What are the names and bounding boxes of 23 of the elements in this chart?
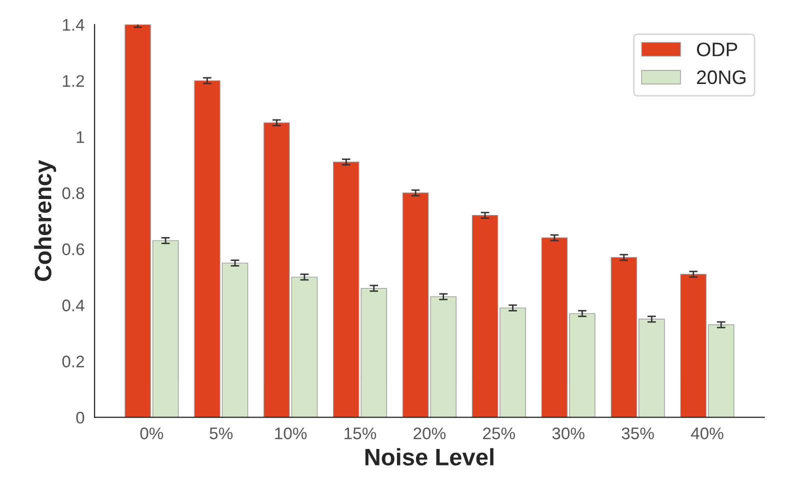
y-tick-label: 1 <box>76 131 84 143</box>
legend-label: ODP <box>696 42 738 56</box>
y-tick-label: 0.6 <box>62 243 84 256</box>
y-tick-label: 0.4 <box>62 300 84 312</box>
bar <box>332 162 360 418</box>
x-tick-label: 35% <box>622 428 654 440</box>
x-tick-label: 25% <box>483 428 515 440</box>
x-tick-label: 15% <box>344 428 376 440</box>
y-tick-label: 0.8 <box>62 187 84 200</box>
x-tick-label: 30% <box>552 428 584 440</box>
y-tick-label: 0.2 <box>62 356 84 368</box>
y-axis-title: Coherency <box>34 160 56 281</box>
x-tick-label: 0% <box>140 428 164 440</box>
y-tick-label: 1.2 <box>62 75 84 87</box>
bar <box>360 288 388 418</box>
x-axis-title: Noise Level <box>365 448 494 466</box>
y-tick-label: 1.4 <box>62 19 84 31</box>
x-tick-label: 40% <box>690 428 724 440</box>
legend-label: 20NG <box>697 70 746 84</box>
x-tick-label: 10% <box>275 428 307 440</box>
x-tick-label: 20% <box>414 428 446 440</box>
x-tick-label: 5% <box>210 428 233 440</box>
y-tick-label: 0 <box>76 412 84 424</box>
